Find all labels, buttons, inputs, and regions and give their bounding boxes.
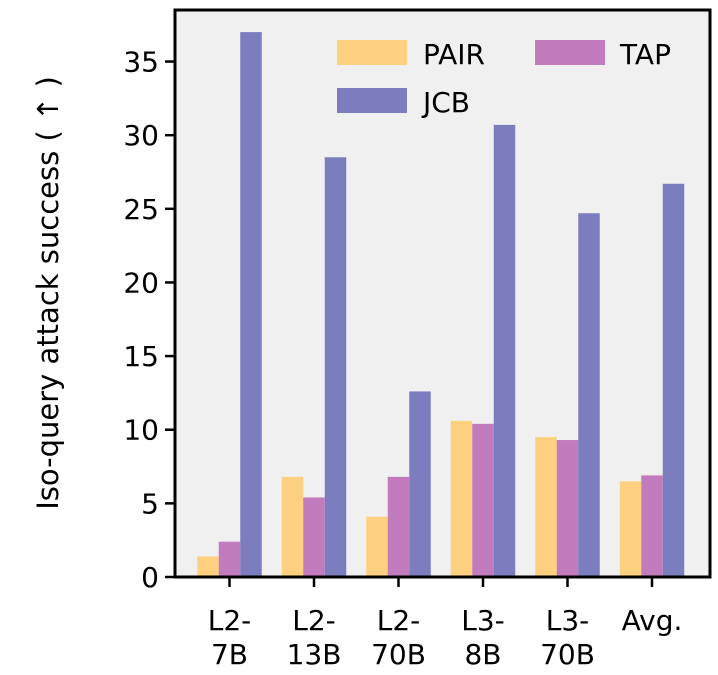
y-tick-label: 5 (141, 487, 159, 520)
bar-jcb-5 (662, 183, 685, 578)
y-tick-label: 0 (141, 561, 159, 594)
x-axis-ticks: L2-7B L2-13B L2-70B L3-8B L3-70B Avg. (208, 577, 683, 671)
bar-jcb-3 (493, 124, 516, 577)
bar-pair-3 (450, 420, 473, 577)
bar-jcb-0 (240, 32, 262, 578)
bar-jcb-2 (409, 391, 431, 577)
y-tick-label: 15 (123, 340, 159, 373)
bar-jcb-1 (324, 157, 347, 578)
x-tick-label: Avg. (622, 604, 683, 637)
bar-pair-4 (535, 437, 557, 577)
bar-tap-2 (387, 476, 410, 577)
x-tick-label: L2-13B (287, 604, 342, 671)
bar-pair-5 (619, 481, 642, 577)
bar-pair-1 (281, 476, 304, 577)
legend-swatch-tap (535, 40, 605, 65)
bar-tap-1 (303, 497, 325, 577)
legend-label-jcb: JCB (421, 86, 470, 119)
legend-swatch-jcb (337, 88, 407, 113)
bar-tap-3 (472, 423, 494, 577)
y-axis-label: Iso-query attack success ( ↑ ) (31, 76, 65, 510)
y-tick-label: 20 (123, 266, 159, 299)
x-tick-label: L3-8B (461, 604, 505, 671)
y-axis-ticks: 0 5 10 15 20 25 30 35 (123, 46, 175, 594)
bar-pair-0 (197, 556, 219, 577)
legend-label-tap: TAP (619, 38, 671, 71)
x-tick-label: L2-70B (371, 604, 426, 671)
legend-label-pair: PAIR (423, 38, 485, 71)
plot-frame (173, 8, 712, 579)
bar-tap-5 (641, 475, 663, 577)
legend-swatch-pair (337, 40, 407, 65)
bar-tap-4 (556, 440, 579, 577)
y-tick-label: 30 (123, 119, 159, 152)
y-tick-label: 35 (123, 46, 159, 79)
legend: PAIR TAP JCB (337, 38, 671, 119)
x-tick-label: L3-70B (540, 604, 595, 671)
y-tick-label: 25 (123, 193, 159, 226)
x-tick-label: L2-7B (208, 604, 252, 671)
bars-group (197, 32, 685, 578)
y-tick-label: 10 (123, 414, 159, 447)
bar-jcb-4 (578, 213, 600, 577)
bar-tap-0 (218, 541, 241, 577)
bar-pair-2 (366, 516, 388, 577)
